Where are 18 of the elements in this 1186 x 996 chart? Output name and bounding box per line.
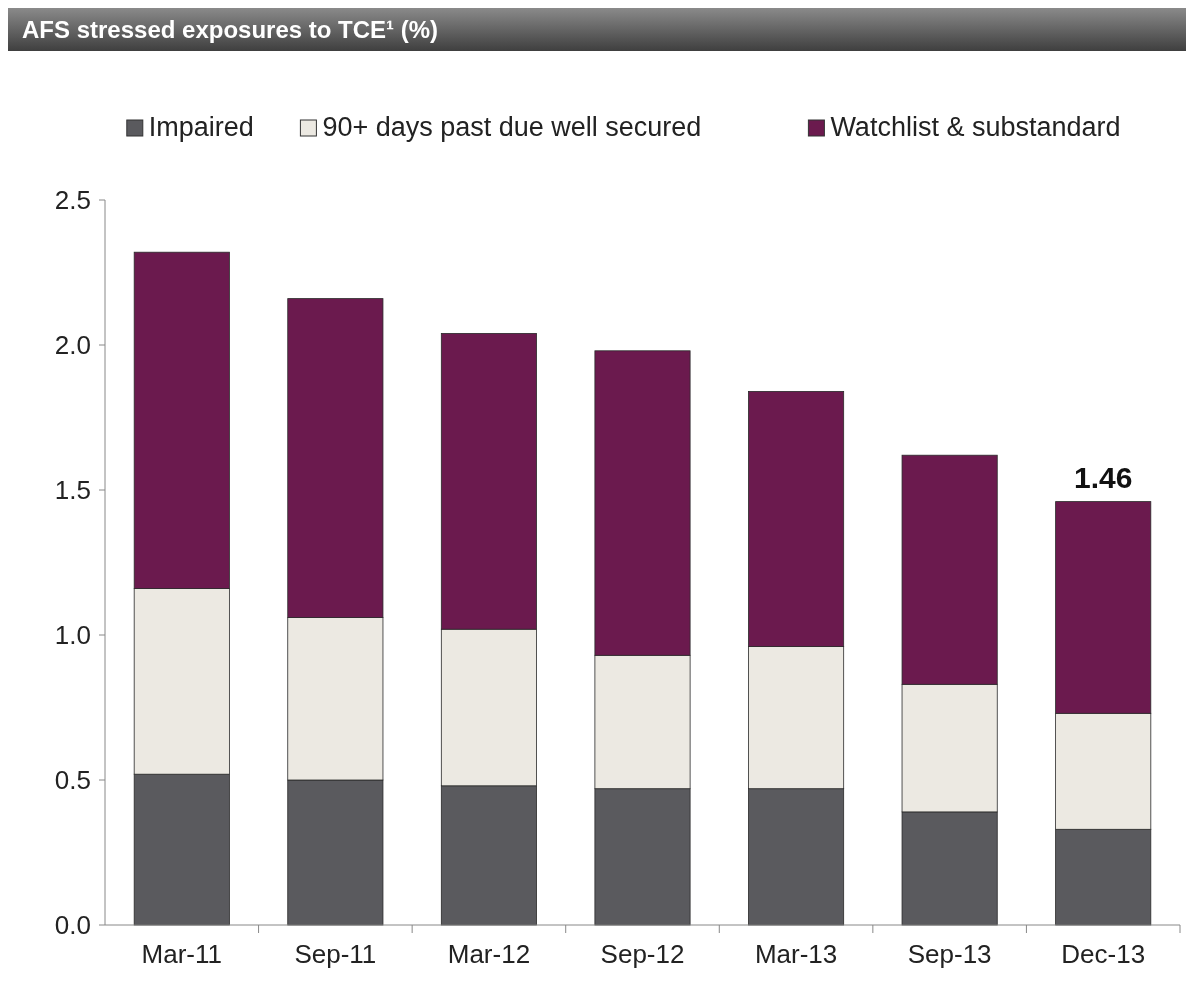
x-tick-label: Dec-13 (1061, 939, 1146, 969)
y-tick-label: 2.0 (54, 330, 91, 361)
x-tick-label: Mar-13 (754, 939, 838, 969)
chart-title: AFS stressed exposures to TCE¹ (%) (22, 16, 439, 43)
total-label: 1.46 (1074, 460, 1133, 494)
y-tick-label: 0.5 (54, 765, 91, 796)
x-tick-label: Sep-13 (907, 939, 992, 969)
x-tick-label: Sep-12 (600, 939, 685, 969)
legend-label: Impaired (148, 112, 254, 142)
x-tick-label: Mar-12 (447, 939, 531, 969)
legend-label: 90+ days past due well secured (322, 112, 702, 142)
y-tick-label: 0.0 (54, 910, 91, 941)
x-tick-label: Sep-11 (294, 939, 377, 969)
x-tick-label: Mar-11 (141, 939, 222, 969)
y-tick-label: 2.5 (54, 185, 91, 216)
y-tick-label: 1.0 (54, 620, 91, 651)
legend-label: Watchlist & substandard (830, 112, 1121, 142)
y-tick-label: 1.5 (54, 475, 91, 506)
